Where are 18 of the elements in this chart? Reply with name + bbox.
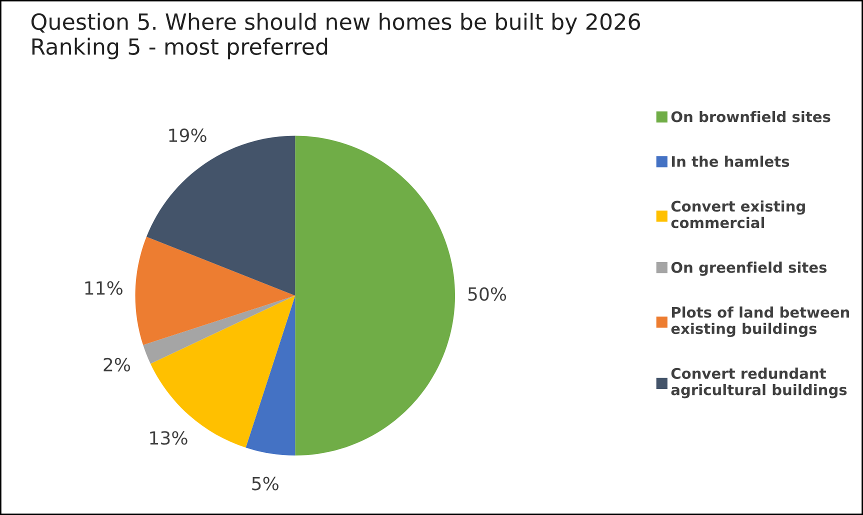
legend-label: On greenfield sites xyxy=(671,262,827,276)
chart-title: Question 5. Where should new homes be built by 2026 Ranking 5 - most preferred xyxy=(31,12,640,60)
pie-slice xyxy=(246,296,296,456)
pie-slice xyxy=(150,296,296,448)
data-label: 13% xyxy=(150,431,188,445)
data-label: 19% xyxy=(169,128,206,142)
pie-slice xyxy=(143,296,296,364)
pie-slice xyxy=(135,236,296,346)
data-label: 2% xyxy=(104,358,130,372)
pie-slice xyxy=(295,136,456,456)
legend-label: On brownfield sites xyxy=(671,110,830,122)
data-label: 5% xyxy=(252,476,278,490)
data-label: 11% xyxy=(85,281,122,295)
legend-label: Plots of land between existing buildings xyxy=(671,306,850,338)
legend-label: In the hamlets xyxy=(672,156,790,167)
data-label: 50% xyxy=(468,287,506,301)
legend-label: Convert redundant agricultural buildings xyxy=(671,368,847,398)
legend-label: Convert existing commercial xyxy=(671,200,805,228)
